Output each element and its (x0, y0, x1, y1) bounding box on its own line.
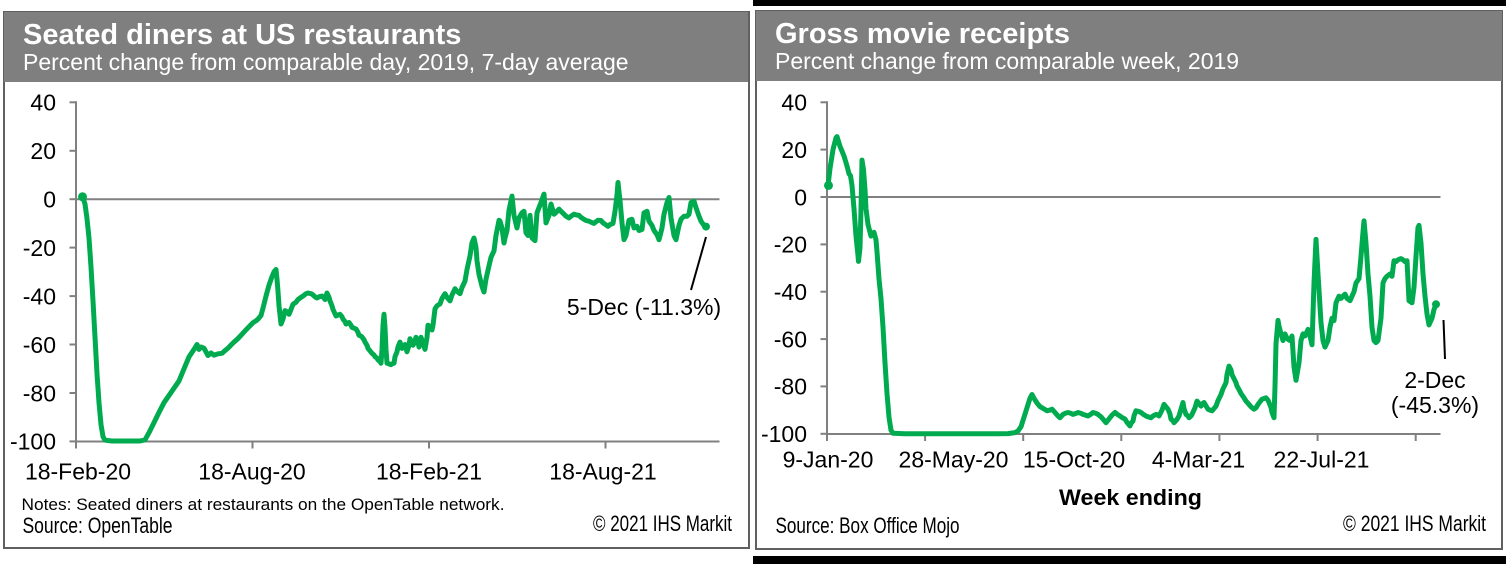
svg-text:-40: -40 (774, 279, 807, 305)
svg-text:5-Dec (-11.3%): 5-Dec (-11.3%) (567, 294, 721, 320)
svg-text:-80: -80 (23, 380, 56, 406)
svg-text:© 2021 IHS Markit: © 2021 IHS Markit (593, 511, 732, 536)
svg-text:-100: -100 (10, 429, 56, 455)
svg-text:4-Mar-21: 4-Mar-21 (1152, 447, 1245, 473)
svg-text:20: 20 (781, 137, 807, 163)
svg-text:20: 20 (30, 138, 56, 164)
svg-text:-40: -40 (23, 283, 56, 309)
svg-text:9-Jan-20: 9-Jan-20 (783, 447, 874, 473)
svg-text:0: 0 (43, 187, 56, 213)
svg-text:22-Jul-21: 22-Jul-21 (1274, 447, 1370, 473)
svg-text:© 2021 IHS Markit: © 2021 IHS Markit (1343, 511, 1486, 536)
svg-text:-60: -60 (774, 326, 807, 352)
svg-text:(-45.3%): (-45.3%) (1391, 392, 1479, 418)
svg-text:18-Aug-20: 18-Aug-20 (198, 459, 305, 485)
svg-text:0: 0 (794, 184, 807, 210)
svg-text:-20: -20 (23, 235, 56, 261)
svg-text:40: 40 (781, 90, 807, 116)
svg-text:Source: OpenTable: Source: OpenTable (23, 513, 173, 538)
svg-text:15-Oct-20: 15-Oct-20 (1023, 447, 1125, 473)
svg-text:Source: Box Office Mojo: Source: Box Office Mojo (776, 513, 960, 538)
svg-text:Notes: Seated diners at restau: Notes: Seated diners at restaurants on t… (22, 495, 505, 514)
svg-text:28-May-20: 28-May-20 (899, 447, 1009, 473)
svg-text:-80: -80 (774, 374, 807, 400)
svg-text:-60: -60 (23, 332, 56, 358)
svg-text:18-Feb-21: 18-Feb-21 (376, 459, 482, 485)
svg-text:18-Feb-20: 18-Feb-20 (25, 459, 131, 485)
svg-text:-100: -100 (761, 421, 807, 447)
svg-text:18-Aug-21: 18-Aug-21 (549, 459, 656, 485)
svg-text:40: 40 (30, 90, 56, 116)
svg-text:2-Dec: 2-Dec (1404, 367, 1465, 393)
svg-text:Week ending: Week ending (1059, 485, 1202, 510)
svg-text:-20: -20 (774, 232, 807, 258)
